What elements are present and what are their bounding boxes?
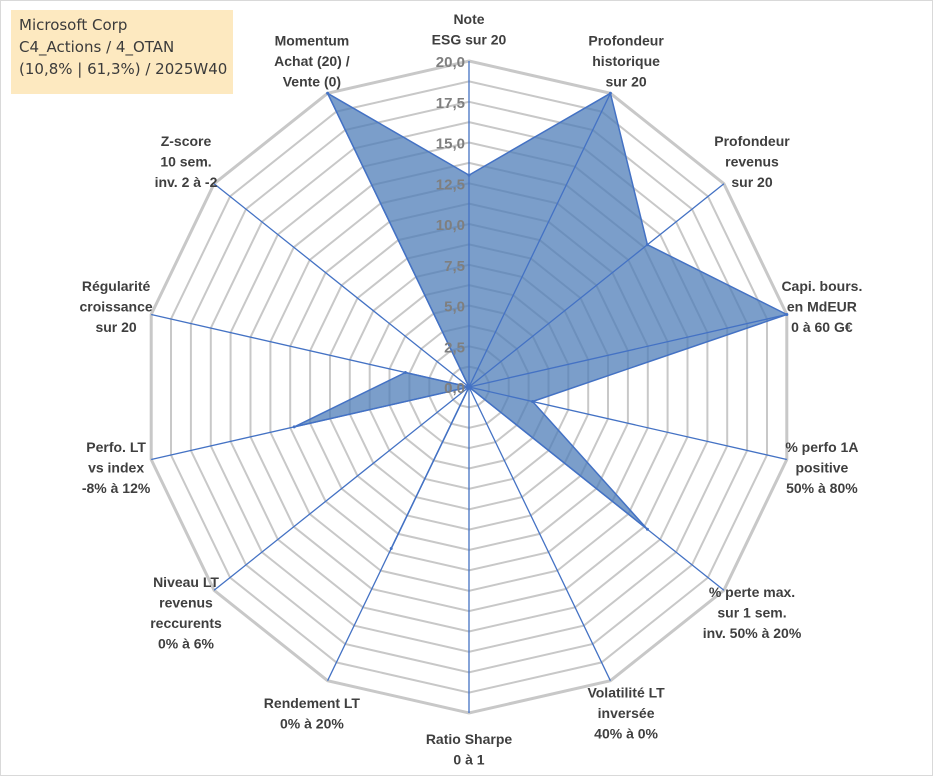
- axis-spoke: [327, 93, 470, 388]
- tick-label: 17,5: [436, 95, 465, 112]
- axis-label: Vente (0): [283, 73, 341, 89]
- title-line-1: Microsoft Corp: [19, 16, 128, 34]
- axis-label: positive: [795, 460, 848, 476]
- axis-label: ESG sur 20: [432, 31, 507, 47]
- axis-label: 50% à 80%: [786, 480, 858, 496]
- tick-label: 0,0: [444, 380, 465, 397]
- title-line-3: (10,8% | 61,3%) / 2025W40: [19, 60, 228, 78]
- axis-label: Profondeur: [588, 32, 664, 48]
- tick-label: 7,5: [444, 258, 465, 275]
- tick-label: 2,5: [444, 339, 465, 356]
- axis-label: 0 à 60 G€: [791, 319, 853, 335]
- axis-label: Ratio Sharpe: [426, 731, 513, 747]
- axis-spoke: [327, 386, 470, 681]
- axis-label: % perfo 1A: [785, 439, 858, 455]
- axis-label: reccurents: [150, 615, 222, 631]
- tick-label: 12,5: [436, 176, 465, 193]
- axis-spoke: [151, 386, 470, 461]
- axis-label: 10 sem.: [160, 153, 211, 169]
- axis-label-layer: Note ESG sur 20 Profondeur historique sur 20…: [80, 11, 863, 767]
- axis-label: revenus: [159, 595, 213, 611]
- axis-label: Capi. bours.: [781, 278, 862, 294]
- axis-label: croissance: [80, 298, 153, 314]
- axis-label: -8% à 12%: [82, 480, 151, 496]
- axis-label: Niveau LT: [153, 574, 219, 590]
- axis-spoke: [468, 183, 725, 388]
- axis-spoke: [151, 313, 470, 388]
- axis-label: Note: [453, 11, 484, 27]
- axis-label: Perfo. LT: [86, 439, 146, 455]
- axis-spoke: [468, 386, 611, 681]
- axis-label: sur 1 sem.: [717, 605, 786, 621]
- axis-spoke: [213, 386, 470, 591]
- axis-label: 0% à 6%: [158, 636, 215, 652]
- axis-label: 0 à 1: [453, 751, 484, 767]
- axis-label: sur 20: [605, 73, 646, 89]
- tick-label: 15,0: [436, 136, 465, 153]
- axis-label: revenus: [725, 153, 779, 169]
- axis-label: inv. 50% à 20%: [703, 625, 802, 641]
- axis-label: inv. 2 à -2: [155, 174, 218, 190]
- tick-label: 5,0: [444, 299, 465, 316]
- axis-label: Z-score: [161, 133, 212, 149]
- axis-label: vs index: [88, 460, 144, 476]
- tick-layer: 0,0 2,5 5,0 7,5 10,0 12,5 15,0 17,5 20,0: [436, 54, 465, 397]
- axis-label: Achat (20) /: [274, 53, 350, 69]
- spoke-layer: [151, 61, 787, 713]
- axis-label: Profondeur: [714, 133, 790, 149]
- axis-label: 40% à 0%: [594, 726, 658, 742]
- axis-spoke: [468, 93, 611, 388]
- axis-label: Volatilité LT: [587, 685, 665, 701]
- axis-label: Régularité: [82, 278, 151, 294]
- axis-spoke: [468, 386, 787, 461]
- axis-spoke: [213, 183, 470, 388]
- axis-label: inversée: [598, 705, 655, 721]
- axis-spoke: [468, 386, 725, 591]
- axis-label: 0% à 20%: [280, 715, 344, 731]
- axis-label: sur 20: [95, 319, 136, 335]
- axis-label: Momentum: [275, 32, 350, 48]
- axis-label: % perte max.: [709, 584, 795, 600]
- axis-label: sur 20: [731, 174, 772, 190]
- axis-label: en MdEUR: [787, 298, 857, 314]
- axis-spoke: [468, 313, 787, 388]
- axis-label: historique: [592, 53, 660, 69]
- tick-label: 10,0: [436, 217, 465, 234]
- tick-label: 20,0: [436, 54, 465, 71]
- title-box: Microsoft Corp C4_Actions / 4_OTAN (10,8…: [11, 10, 233, 94]
- title-line-2: C4_Actions / 4_OTAN: [19, 38, 175, 56]
- axis-label: Rendement LT: [264, 695, 361, 711]
